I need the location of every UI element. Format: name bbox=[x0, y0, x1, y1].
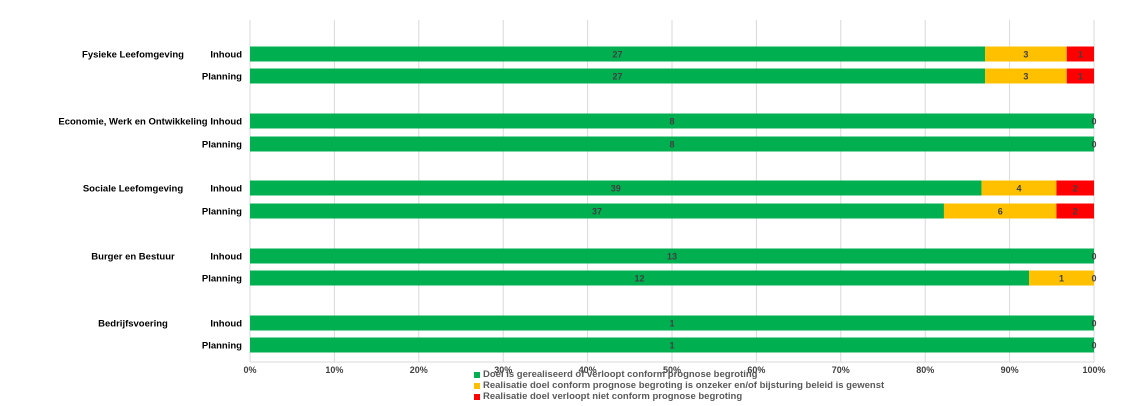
bar-sociale-planning-series-3 bbox=[1056, 203, 1094, 219]
data-label-fysieke-planning-series-1: 27 bbox=[613, 72, 623, 82]
legend-item-yellow: Realisatie doel conform prognose begroti… bbox=[474, 380, 884, 391]
x-tick-label-20pct: 20% bbox=[410, 365, 428, 375]
legend-item-green: Doel is gerealiseerd of verloopt conform… bbox=[474, 369, 884, 380]
legend-label-red: Realisatie doel verloopt niet conform pr… bbox=[483, 391, 743, 402]
data-label-burger-planning-series-2: 1 bbox=[1059, 274, 1064, 284]
data-label-burger-inhoud-series-3: 0 bbox=[1091, 252, 1096, 262]
group-label-burger: Burger en Bestuur bbox=[91, 252, 175, 263]
row-label-burger-inhoud: Inhoud bbox=[210, 252, 242, 263]
bar-sociale-planning-series-2 bbox=[943, 203, 1057, 219]
x-tick-label-80pct: 80% bbox=[916, 365, 934, 375]
legend-label-green: Doel is gerealiseerd of verloopt conform… bbox=[483, 369, 758, 380]
bar-sociale-inhoud-series-2 bbox=[981, 180, 1057, 196]
data-label-sociale-planning-series-2: 6 bbox=[998, 207, 1003, 217]
x-tick-label-90pct: 90% bbox=[1001, 365, 1019, 375]
x-tick-label-0pct: 0% bbox=[243, 365, 256, 375]
bar-bedrijfsvoering-planning-series-1 bbox=[250, 337, 1094, 353]
data-label-bedrijfsvoering-inhoud-series-1: 1 bbox=[669, 319, 674, 329]
row-label-fysieke-inhoud: Inhoud bbox=[210, 50, 242, 61]
data-label-economie-inhoud-series-1: 8 bbox=[669, 117, 674, 127]
row-label-bedrijfsvoering-inhoud: Inhoud bbox=[210, 319, 242, 330]
legend-swatch-green bbox=[474, 371, 480, 378]
bar-burger-planning-series-2 bbox=[1029, 270, 1094, 286]
legend-label-yellow: Realisatie doel conform prognose begroti… bbox=[483, 380, 885, 391]
bar-burger-inhoud-series-1 bbox=[250, 248, 1094, 264]
data-label-economie-planning-series-3: 0 bbox=[1091, 140, 1096, 150]
bar-fysieke-inhoud-series-1 bbox=[250, 46, 986, 62]
group-label-fysieke: Fysieke Leefomgeving bbox=[82, 50, 184, 61]
legend: Doel is gerealiseerd of verloopt conform… bbox=[474, 369, 884, 402]
row-label-sociale-inhoud: Inhoud bbox=[210, 184, 242, 195]
row-label-sociale-planning: Planning bbox=[202, 207, 242, 218]
data-label-bedrijfsvoering-planning-series-1: 1 bbox=[669, 341, 674, 351]
bar-fysieke-planning-series-2 bbox=[985, 68, 1067, 84]
bar-sociale-inhoud-series-1 bbox=[250, 180, 982, 196]
data-label-sociale-planning-series-3: 2 bbox=[1073, 207, 1078, 217]
bar-sociale-planning-series-1 bbox=[250, 203, 944, 219]
row-label-bedrijfsvoering-planning: Planning bbox=[202, 341, 242, 352]
bar-burger-planning-series-1 bbox=[250, 270, 1030, 286]
x-tick-label-40pct: 40% bbox=[579, 365, 597, 375]
bar-fysieke-planning-series-3 bbox=[1066, 68, 1094, 84]
bar-fysieke-inhoud-series-3 bbox=[1066, 46, 1094, 62]
legend-item-red: Realisatie doel verloopt niet conform pr… bbox=[474, 391, 884, 402]
data-label-burger-planning-series-1: 12 bbox=[635, 274, 645, 284]
data-label-bedrijfsvoering-inhoud-series-3: 0 bbox=[1091, 319, 1096, 329]
row-label-economie-inhoud: Inhoud bbox=[210, 117, 242, 128]
data-label-sociale-inhoud-series-2: 4 bbox=[1016, 184, 1021, 194]
data-label-burger-inhoud-series-1: 13 bbox=[667, 252, 677, 262]
bar-fysieke-planning-series-1 bbox=[250, 68, 986, 84]
x-tick-label-70pct: 70% bbox=[832, 365, 850, 375]
x-tick-label-100pct: 100% bbox=[1082, 365, 1105, 375]
group-label-economie: Economie, Werk en Ontwikkeling bbox=[58, 117, 207, 128]
group-label-bedrijfsvoering: Bedrijfsvoering bbox=[98, 319, 168, 330]
row-label-burger-planning: Planning bbox=[202, 274, 242, 285]
legend-swatch-yellow bbox=[474, 382, 480, 389]
row-label-fysieke-planning: Planning bbox=[202, 72, 242, 83]
data-label-fysieke-inhoud-series-1: 27 bbox=[613, 50, 623, 60]
data-label-sociale-inhoud-series-1: 39 bbox=[611, 184, 621, 194]
x-tick-label-60pct: 60% bbox=[747, 365, 765, 375]
x-tick-label-50pct: 50% bbox=[663, 365, 681, 375]
data-label-economie-planning-series-1: 8 bbox=[669, 140, 674, 150]
data-label-fysieke-inhoud-series-2: 3 bbox=[1023, 50, 1028, 60]
data-label-burger-planning-series-3: 0 bbox=[1091, 274, 1096, 284]
bar-economie-inhoud-series-1 bbox=[250, 113, 1094, 129]
data-label-bedrijfsvoering-planning-series-3: 0 bbox=[1091, 341, 1096, 351]
bar-sociale-inhoud-series-3 bbox=[1056, 180, 1094, 196]
data-label-sociale-inhoud-series-3: 2 bbox=[1073, 184, 1078, 194]
data-label-economie-inhoud-series-3: 0 bbox=[1091, 117, 1096, 127]
legend-swatch-red bbox=[474, 393, 480, 400]
bar-economie-planning-series-1 bbox=[250, 136, 1094, 152]
data-label-sociale-planning-series-1: 37 bbox=[592, 207, 602, 217]
data-label-fysieke-planning-series-3: 1 bbox=[1078, 72, 1083, 82]
data-label-fysieke-inhoud-series-3: 1 bbox=[1078, 50, 1083, 60]
bar-fysieke-inhoud-series-2 bbox=[985, 46, 1067, 62]
x-tick-label-30pct: 30% bbox=[494, 365, 512, 375]
row-label-economie-planning: Planning bbox=[202, 140, 242, 151]
data-label-fysieke-planning-series-2: 3 bbox=[1023, 72, 1028, 82]
bar-bedrijfsvoering-inhoud-series-1 bbox=[250, 315, 1094, 331]
x-tick-label-10pct: 10% bbox=[325, 365, 343, 375]
group-label-sociale: Sociale Leefomgeving bbox=[83, 184, 184, 195]
